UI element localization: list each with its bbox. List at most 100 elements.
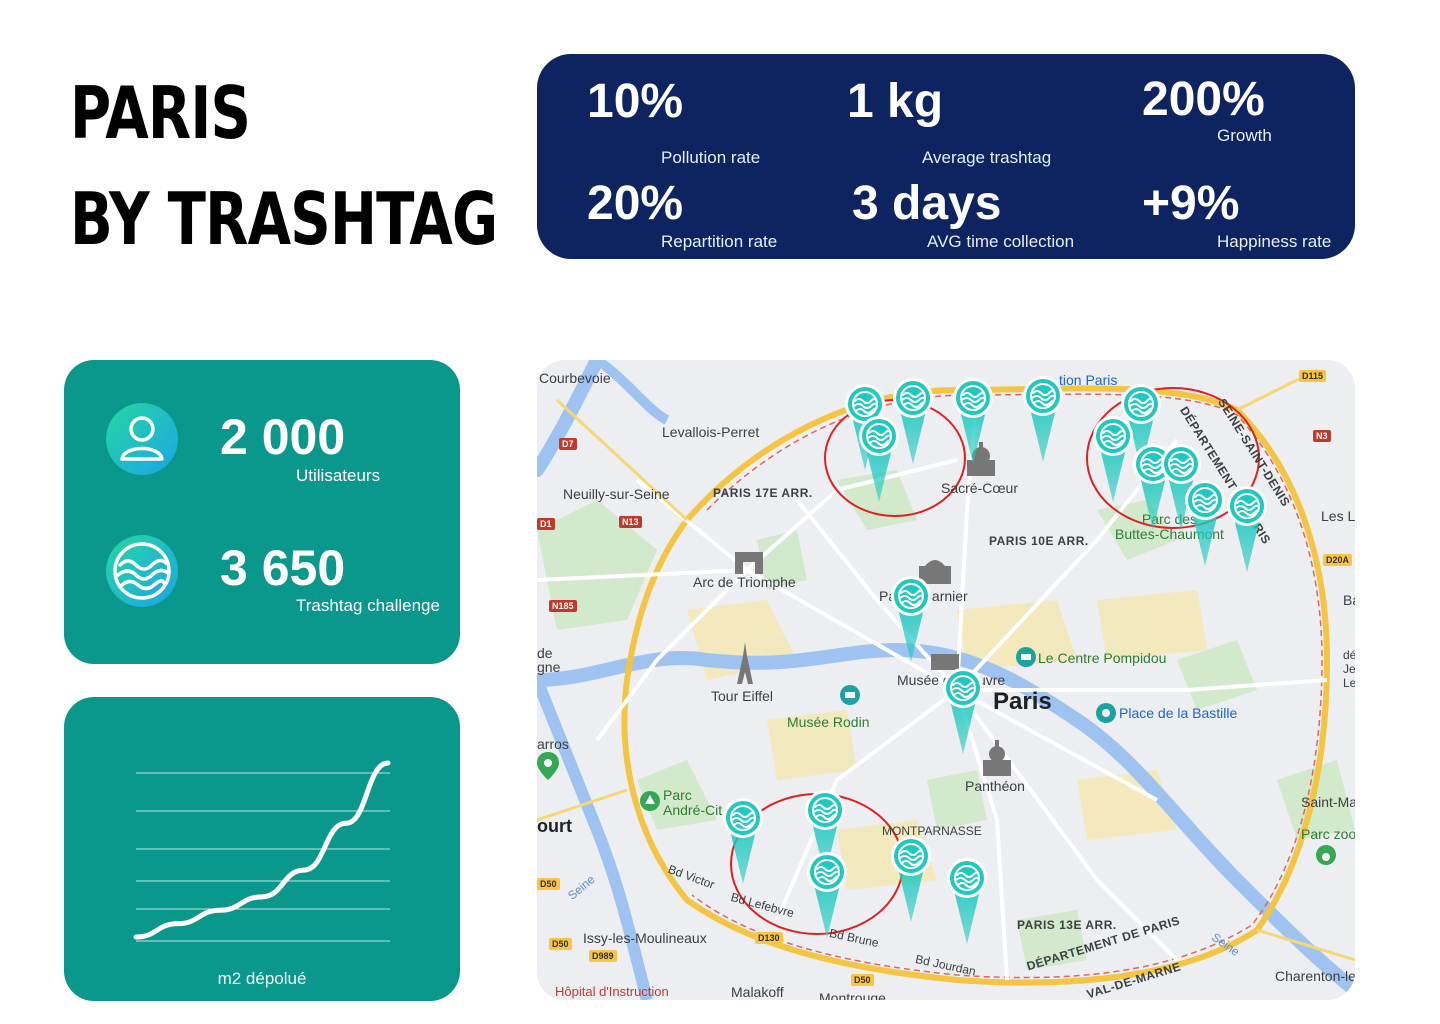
users-count: 2 000: [220, 409, 346, 465]
map-label-paris17: PARIS 17E ARR.: [713, 486, 813, 500]
trashtag-pin[interactable]: [1119, 382, 1163, 472]
map-label-hopital: Hôpital d'Instruction: [555, 984, 669, 999]
map-label-bastille: Place de la Bastille: [1119, 705, 1238, 721]
road-badge: D989: [589, 950, 617, 962]
trashtag-pin[interactable]: [1131, 442, 1175, 532]
park-pin-icon: [640, 791, 660, 811]
map-label-paris13: PARIS 13E ARR.: [1017, 918, 1117, 932]
trashtag-pin[interactable]: [857, 414, 901, 504]
trashtag-pin[interactable]: [1225, 484, 1269, 574]
map-label-arc: Arc de Triomphe: [693, 574, 796, 590]
map-label-neuilly: Neuilly-sur-Seine: [563, 486, 670, 502]
challenges-label: Trashtag challenge: [296, 596, 440, 615]
map-label-paris10: PARIS 10E ARR.: [989, 534, 1089, 548]
road-badge: D115: [1299, 370, 1327, 382]
road-badge: N3: [1313, 430, 1331, 442]
map-label-rodin: Musée Rodin: [787, 714, 870, 730]
louvre-icon: [931, 654, 959, 670]
users-card: 2 000 Utilisateurs 3 650 Trashtag challe…: [64, 360, 460, 664]
road-badge: D50: [537, 878, 560, 890]
trashtag-pin[interactable]: [1091, 414, 1135, 504]
map-label-saint-ma: Saint-Ma: [1301, 794, 1355, 810]
road-badge: D50: [851, 974, 874, 986]
chart-label: m2 dépolué: [217, 969, 307, 988]
trashtag-pin[interactable]: [805, 850, 849, 940]
page-title: PARIS BY TRASHTAG: [70, 60, 498, 272]
road-badge: D1: [537, 518, 555, 530]
stat-label: AVG time collection: [927, 232, 1075, 251]
road-badge: N13: [619, 516, 642, 528]
map-label-sacre-coeur: Sacré-Cœur: [941, 480, 1019, 496]
museum-pin-icon: [1016, 647, 1036, 667]
page-title-line2: BY TRASHTAG: [70, 177, 498, 261]
stat-label: Growth: [1217, 126, 1272, 145]
map-label-charenton: Charenton-le: [1275, 968, 1355, 984]
stat-label: Average trashtag: [922, 148, 1052, 167]
user-icon: [106, 403, 178, 475]
map-label-levallois: Levallois-Perret: [662, 424, 760, 440]
map-label-issy: Issy-les-Moulineaux: [583, 930, 707, 946]
chart-card: m2 dépolué: [64, 697, 460, 1001]
map-label-andre-citroen: Parc André-Cit: [663, 787, 723, 818]
page-title-line1: PARIS: [70, 71, 251, 155]
trashtag-pin[interactable]: [1159, 442, 1203, 532]
map-label-pantheon: Panthéon: [965, 778, 1025, 794]
map-label-malakoff: Malakoff: [731, 984, 784, 1000]
map-label-parc-zoo: Parc zoo: [1301, 826, 1355, 842]
trashtag-pin[interactable]: [941, 666, 985, 756]
road-badge: N185: [549, 600, 577, 612]
map-label-ba: Ba: [1343, 592, 1355, 608]
map-label-les-lilas: Les L: [1321, 508, 1355, 524]
trashtag-pin[interactable]: [951, 376, 995, 466]
stat-value: 10%: [587, 75, 684, 128]
stat-label: Happiness rate: [1217, 232, 1332, 251]
line-chart: [133, 760, 391, 942]
map-label-dep-jea: dép Jea Les: [1343, 648, 1355, 690]
rodin-pin-icon: [840, 685, 860, 705]
map-label-montparnasse: MONTPARNASSE: [882, 824, 982, 838]
map-label-arros: arros: [537, 736, 569, 752]
trashtag-pin[interactable]: [721, 796, 765, 886]
road-badge: D7: [559, 438, 577, 450]
map-label-montrouge: Montrouge: [819, 990, 886, 1000]
stat-value: 20%: [587, 177, 684, 230]
chart-series-line: [133, 760, 391, 940]
camera-pin-icon: [1096, 703, 1116, 723]
sacre-coeur-icon: [967, 442, 995, 476]
map-label-paris: Paris: [993, 688, 1052, 715]
eiffel-tower-icon: [737, 642, 753, 684]
stat-value: 200%: [1142, 73, 1265, 126]
road-badge: D20A: [1323, 554, 1353, 566]
green-pin-icon: [537, 752, 559, 780]
trashtag-pin[interactable]: [1021, 374, 1065, 464]
stat-label: Repartition rate: [661, 232, 778, 251]
trashtag-pin[interactable]: [891, 376, 935, 466]
map-label-courbevoie: Courbevoie: [539, 370, 611, 386]
stat-label: Pollution rate: [661, 148, 761, 167]
challenges-count: 3 650: [220, 540, 346, 596]
map-label-station-paris: tion Paris: [1059, 372, 1118, 388]
stat-value: 1 kg: [847, 75, 944, 128]
stat-value: 3 days: [852, 177, 1002, 230]
chart-grid: [136, 772, 390, 942]
trashtag-pin[interactable]: [889, 574, 933, 664]
stat-value: +9%: [1142, 177, 1240, 230]
road-badge: D130: [755, 932, 783, 944]
map-label-pompidou: Le Centre Pompidou: [1038, 650, 1167, 666]
arc-de-triomphe-icon: [735, 552, 763, 574]
users-label: Utilisateurs: [296, 466, 381, 485]
trashtag-pin[interactable]: [803, 788, 847, 878]
pantheon-icon: [983, 740, 1011, 776]
stats-panel: 10% Pollution rate 1 kg Average trashtag…: [537, 54, 1355, 259]
zone-north-east: [1086, 387, 1260, 529]
map-label-de-gne: de gne: [537, 645, 561, 675]
zoo-pin-icon: [1316, 845, 1336, 865]
paris-map[interactable]: Courbevoie Levallois-Perret Neuilly-sur-…: [537, 360, 1355, 1000]
palais-garnier-icon: [919, 560, 951, 584]
trashtag-pin[interactable]: [889, 834, 933, 924]
road-badge: D50: [549, 938, 572, 950]
trashtag-pin[interactable]: [1183, 478, 1227, 568]
map-label-ourt: ourt: [537, 816, 572, 836]
map-label-eiffel: Tour Eiffel: [711, 688, 773, 704]
trashtag-pin[interactable]: [945, 856, 989, 946]
